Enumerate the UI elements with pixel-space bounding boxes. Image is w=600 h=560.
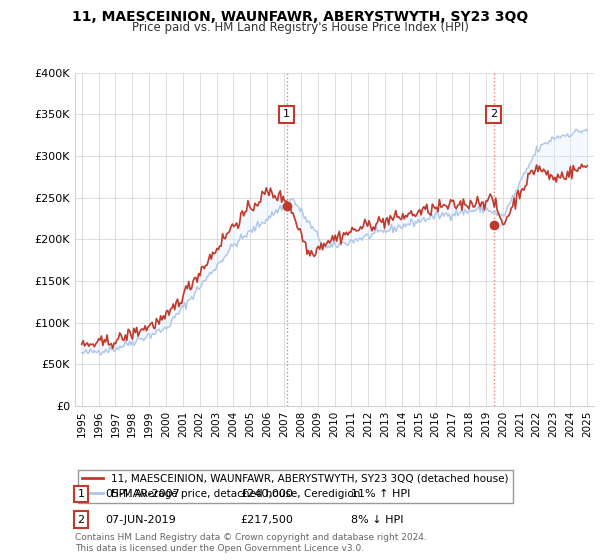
Text: 07-JUN-2019: 07-JUN-2019 [105, 515, 176, 525]
Text: 1: 1 [283, 109, 290, 119]
Legend: 11, MAESCEINION, WAUNFAWR, ABERYSTWYTH, SY23 3QQ (detached house), HPI: Average : 11, MAESCEINION, WAUNFAWR, ABERYSTWYTH, … [77, 469, 512, 503]
Text: Contains HM Land Registry data © Crown copyright and database right 2024.
This d: Contains HM Land Registry data © Crown c… [75, 533, 427, 553]
Text: £240,000: £240,000 [240, 489, 293, 499]
Text: 05-MAR-2007: 05-MAR-2007 [105, 489, 180, 499]
Text: 2: 2 [490, 109, 497, 119]
Text: 11% ↑ HPI: 11% ↑ HPI [351, 489, 410, 499]
Text: Price paid vs. HM Land Registry's House Price Index (HPI): Price paid vs. HM Land Registry's House … [131, 21, 469, 34]
Text: £217,500: £217,500 [240, 515, 293, 525]
Text: 11, MAESCEINION, WAUNFAWR, ABERYSTWYTH, SY23 3QQ: 11, MAESCEINION, WAUNFAWR, ABERYSTWYTH, … [72, 10, 528, 24]
Text: 2: 2 [77, 515, 85, 525]
Text: 8% ↓ HPI: 8% ↓ HPI [351, 515, 404, 525]
Text: 1: 1 [77, 489, 85, 499]
